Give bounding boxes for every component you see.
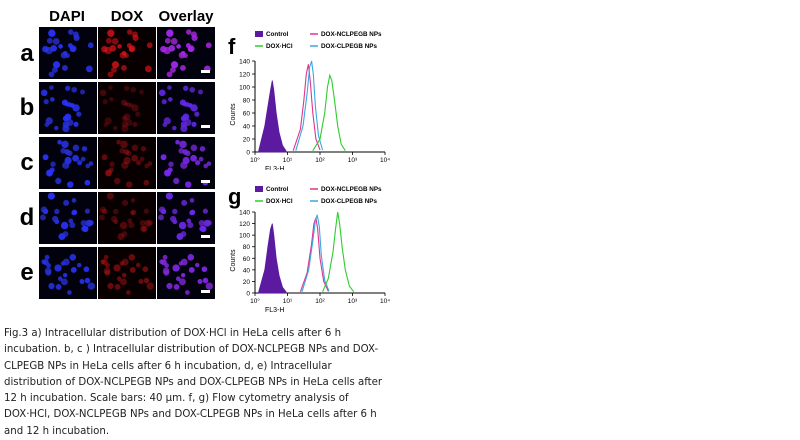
legend-label: Control xyxy=(266,31,289,38)
column-header-dapi: DAPI xyxy=(49,8,85,25)
micrograph-e-dapi xyxy=(39,247,97,299)
series-dox-clpegb-nps-line xyxy=(295,60,324,151)
micrograph-e-overlay xyxy=(157,247,215,299)
caption-line: 12 h incubation. Scale bars: 40 μm. f, g… xyxy=(4,393,349,405)
legend-label: DOX·HCl xyxy=(266,198,293,205)
scale-bar xyxy=(201,290,210,293)
micrograph-a-overlay xyxy=(157,27,215,79)
series-control-area xyxy=(258,80,287,153)
legend-swatch-control xyxy=(255,31,263,37)
flow-cytometry-chart-f: 0 20 40 60 80 100 120 140 10° 10¹ 10² 10³ 10⁴ Counts F… xyxy=(230,31,390,170)
legend-label: DOX-CLPEGB NPs xyxy=(321,198,377,205)
row-label-d: d xyxy=(19,204,35,231)
y-tick-label: 20 xyxy=(243,279,251,286)
x-tick-label: 10³ xyxy=(348,298,358,305)
caption-line: incubation. b, c ) Intracellular distrib… xyxy=(4,344,379,356)
panel-letter-f: f xyxy=(228,34,236,59)
panel-letter-g: g xyxy=(228,184,242,209)
x-axis-label: FL3-H xyxy=(265,166,284,170)
micrograph-e-dox xyxy=(98,247,156,299)
scale-bar xyxy=(201,180,210,183)
caption-line: and 12 h incubation. xyxy=(4,425,110,437)
micrograph-a-dox xyxy=(98,27,156,79)
column-header-overlay: Overlay xyxy=(158,8,214,25)
x-tick-label: 10⁴ xyxy=(380,157,390,164)
y-tick-label: 100 xyxy=(239,233,250,240)
caption-line: distribution of DOX-NCLPEGB NPs and DOX-… xyxy=(4,376,383,388)
caption-line: DOX·HCl, DOX-NCLPEGB NPs and DOX-CLPEGB … xyxy=(4,409,377,421)
micrograph-c-overlay xyxy=(157,137,215,189)
scale-bar xyxy=(201,70,210,73)
micrograph-b-overlay xyxy=(157,82,215,134)
y-tick-label: 0 xyxy=(246,150,250,157)
y-tick-label: 80 xyxy=(243,98,251,105)
scale-bar xyxy=(201,235,210,238)
x-tick-label: 10¹ xyxy=(283,157,293,164)
series-dox-hcl-line xyxy=(322,211,355,293)
y-tick-label: 120 xyxy=(239,221,250,228)
legend-label: Control xyxy=(266,186,289,193)
caption-line: CLPEGB NPs in HeLa cells after 6 h incub… xyxy=(4,360,332,372)
y-axis-label: Counts xyxy=(230,103,237,126)
y-tick-label: 60 xyxy=(243,111,251,118)
micrograph-c-dox xyxy=(98,137,156,189)
legend-label: DOX-NCLPEGB NPs xyxy=(321,31,382,38)
x-tick-label: 10° xyxy=(250,297,260,305)
column-header-dox: DOX xyxy=(110,8,144,25)
x-tick-label: 10² xyxy=(315,157,325,164)
micrograph-a-dapi xyxy=(39,27,97,79)
micrograph-d-overlay xyxy=(157,192,215,244)
series-dox-hcl-line xyxy=(312,73,346,151)
y-tick-label: 60 xyxy=(243,256,251,263)
row-label-e: e xyxy=(20,259,34,286)
legend-label: DOX-CLPEGB NPs xyxy=(321,43,377,50)
y-tick-label: 140 xyxy=(239,210,250,217)
y-axis-label: Counts xyxy=(230,249,237,272)
scale-bar xyxy=(201,125,210,128)
y-tick-label: 120 xyxy=(239,72,250,79)
y-tick-label: 140 xyxy=(239,59,250,66)
legend-label: DOX-NCLPEGB NPs xyxy=(321,186,382,193)
micrograph-d-dox xyxy=(98,192,156,244)
x-tick-label: 10¹ xyxy=(283,298,293,305)
series-control-area xyxy=(258,223,287,294)
caption-line: Fig.3 a) Intracellular distribution of D… xyxy=(4,328,342,339)
figure-caption: Fig.3 a) Intracellular distribution of D… xyxy=(4,326,400,440)
y-tick-label: 100 xyxy=(239,85,250,92)
micrograph-c-dapi xyxy=(39,137,97,189)
legend-label: DOX·HCl xyxy=(266,43,293,50)
row-label-c: c xyxy=(20,149,34,176)
series-dox-nclpegb-nps-line xyxy=(292,64,321,151)
x-tick-label: 10² xyxy=(315,298,325,305)
x-axis-label: FL3-H xyxy=(265,307,284,314)
series-dox-clpegb-nps-line xyxy=(301,214,330,292)
legend-swatch-control xyxy=(255,186,263,192)
y-tick-label: 20 xyxy=(243,137,251,144)
x-tick-label: 10° xyxy=(250,156,260,164)
x-tick-label: 10³ xyxy=(348,157,358,164)
micrograph-b-dapi xyxy=(39,82,97,134)
micrograph-b-dox xyxy=(98,82,156,134)
y-tick-label: 80 xyxy=(243,244,251,251)
y-tick-label: 40 xyxy=(243,267,251,274)
row-label-a: a xyxy=(20,40,34,67)
micrograph-d-dapi xyxy=(39,192,97,244)
row-label-b: b xyxy=(19,94,35,121)
y-tick-label: 0 xyxy=(246,291,250,298)
x-tick-label: 10⁴ xyxy=(380,298,390,305)
y-tick-label: 40 xyxy=(243,124,251,131)
flow-cytometry-chart-g: 0 20 40 60 80 100 120 140 10° 10¹ 10² 10³ 10⁴ Counts F… xyxy=(230,186,390,314)
